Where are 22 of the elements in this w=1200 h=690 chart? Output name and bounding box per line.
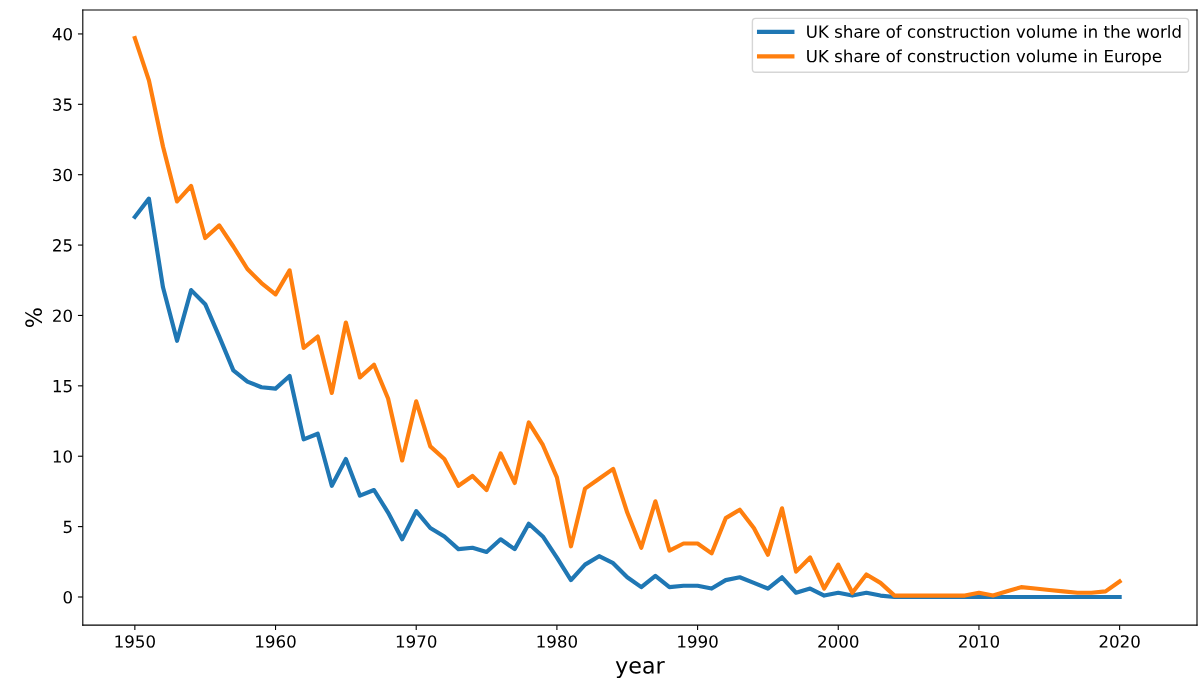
y-tick-label: 40	[52, 27, 72, 41]
x-tick-label: 1970	[396, 635, 437, 648]
x-tick-label: 1980	[537, 635, 577, 648]
x-tick-label: 2010	[958, 635, 1000, 648]
x-tick-label: 2000	[818, 635, 859, 648]
y-tick-label: 5	[63, 520, 72, 534]
y-tick-label: 30	[53, 168, 72, 182]
x-tick-label: 2020	[1099, 635, 1140, 648]
legend-label: UK share of construction volume in Europe	[807, 49, 1162, 66]
y-tick-label: 35	[53, 98, 72, 111]
x-axis-title: year	[615, 660, 665, 679]
y-tick-label: 10	[53, 450, 72, 463]
y-tick-label: 25	[53, 239, 72, 252]
y-axis-title: %	[25, 308, 43, 327]
y-tick-label: 15	[53, 380, 72, 393]
y-tick-label: 20	[53, 309, 72, 323]
x-tick-label: 1960	[256, 635, 296, 648]
x-tick-label: 1990	[678, 635, 718, 648]
legend-label: UK share of construction volume in the world	[807, 25, 1181, 38]
x-tick-label: 1950	[115, 635, 155, 648]
line-series	[132, 196, 1122, 600]
y-tick-label: 0	[63, 590, 72, 604]
